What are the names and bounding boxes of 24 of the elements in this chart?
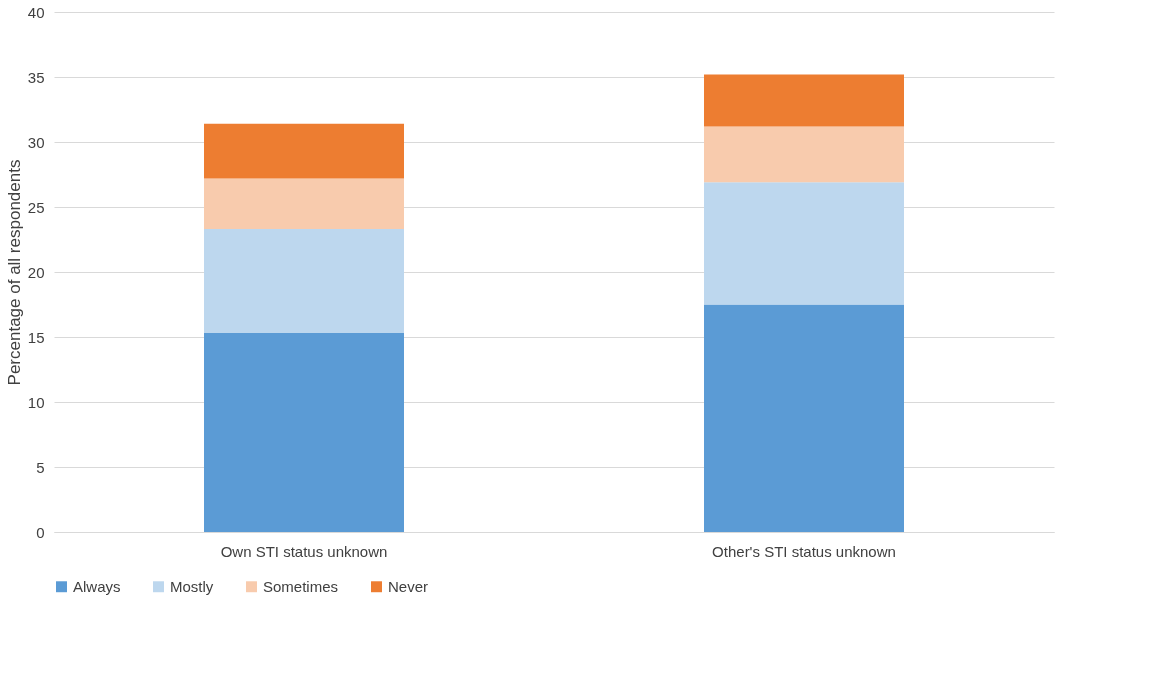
y-axis-title: Percentage of all respondents [4,159,24,386]
bar [704,182,904,305]
y-tick-label: 0 [36,523,45,541]
y-tick-label: 20 [27,263,45,281]
y-tick-label: 30 [27,133,45,151]
bar [204,123,404,179]
y-tick-label: 35 [27,68,45,86]
y-tick-label: 10 [27,393,45,411]
y-tick-label: 15 [27,328,45,346]
bar [704,304,904,532]
bar [204,178,404,230]
bar [204,229,404,334]
y-tick-label: 25 [27,198,45,216]
bar [204,333,404,532]
legend-label: Mostly [170,577,214,595]
x-tick-label: Own STI status unknown [220,542,388,560]
legend-label: Always [73,577,121,595]
legend-label: Never [388,577,429,595]
y-tick-label: 40 [27,3,45,21]
legend-label: Sometimes [263,577,339,595]
bar [704,74,904,127]
bar [704,126,904,183]
y-tick-label: 5 [36,458,45,476]
x-tick-label: Other's STI status unknown [712,542,896,560]
